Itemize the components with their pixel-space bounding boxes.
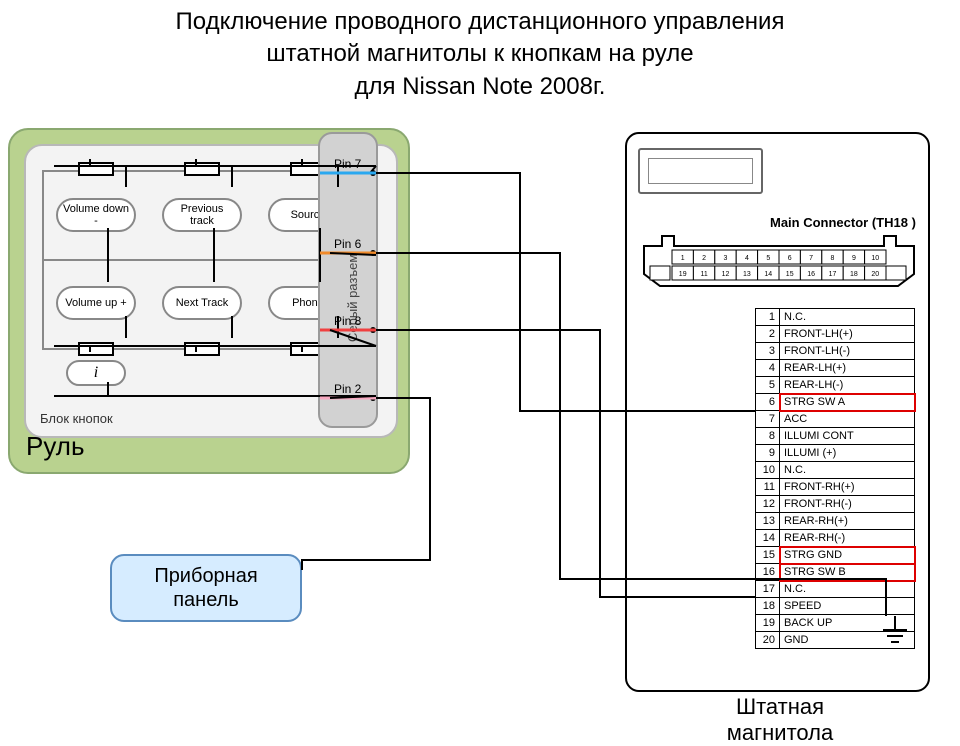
pinout-row: 15STRG GND xyxy=(756,547,915,564)
button-previous-track: Previous track xyxy=(162,198,242,232)
head-unit-label-text: Штатная магнитола xyxy=(727,694,833,745)
svg-text:19: 19 xyxy=(679,271,687,278)
svg-text:1: 1 xyxy=(681,255,685,262)
pinout-row: 2FRONT-LH(+) xyxy=(756,326,915,343)
pin2-label: Pin 2 xyxy=(334,382,361,396)
title-line-3: для Nissan Note 2008г. xyxy=(355,73,606,100)
resistor xyxy=(78,342,114,356)
pinout-row: 3FRONT-LH(-) xyxy=(756,343,915,360)
dashboard-label: Приборная панель xyxy=(154,564,257,612)
pinout-row: 7ACC xyxy=(756,411,915,428)
svg-text:18: 18 xyxy=(850,271,858,278)
resistor xyxy=(78,162,114,176)
svg-text:9: 9 xyxy=(852,255,856,262)
pinout-table: 1N.C.2FRONT-LH(+)3FRONT-LH(-)4REAR-LH(+)… xyxy=(755,308,915,649)
pinout-row: 18SPEED xyxy=(756,598,915,615)
svg-text:10: 10 xyxy=(871,255,879,262)
svg-text:6: 6 xyxy=(788,255,792,262)
svg-text:11: 11 xyxy=(700,271,707,278)
svg-text:4: 4 xyxy=(745,255,749,262)
pinout-row: 9ILLUMI (+) xyxy=(756,445,915,462)
pin8-label: Pin 8 xyxy=(334,314,361,328)
svg-text:2: 2 xyxy=(702,255,706,262)
svg-text:15: 15 xyxy=(786,271,794,278)
svg-text:20: 20 xyxy=(871,271,879,278)
head-unit-label: Штатная магнитола xyxy=(690,694,870,746)
dashboard-panel: Приборная панель xyxy=(110,554,302,622)
button-info: i xyxy=(66,360,126,386)
pin6-label: Pin 6 xyxy=(334,237,361,251)
pinout-row: 16STRG SW B xyxy=(756,564,915,581)
resistor xyxy=(184,342,220,356)
diagram-title: Подключение проводного дистанционного уп… xyxy=(0,0,960,103)
pinout-row: 1N.C. xyxy=(756,309,915,326)
th18-connector-drawing: 1 19 2 11 3 12 4 13 5 14 6 15 7 16 8 17 9 18 10 20 xyxy=(640,234,918,288)
svg-text:8: 8 xyxy=(831,255,835,262)
resistor xyxy=(184,162,220,176)
svg-text:16: 16 xyxy=(807,271,815,278)
steering-wheel-label: Руль xyxy=(26,431,85,462)
pin7-dot xyxy=(370,170,376,176)
pin8-dot xyxy=(370,327,376,333)
svg-text:17: 17 xyxy=(829,271,837,278)
svg-text:12: 12 xyxy=(722,271,730,278)
pinout-row: 17N.C. xyxy=(756,581,915,598)
pinout-row: 8ILLUMI CONT xyxy=(756,428,915,445)
pin6-dot xyxy=(370,250,376,256)
pinout-row: 6STRG SW A xyxy=(756,394,915,411)
pinout-row: 10N.C. xyxy=(756,462,915,479)
button-block-label: Блок кнопок xyxy=(40,411,113,426)
svg-text:7: 7 xyxy=(809,255,813,262)
pin2-dot xyxy=(370,395,376,401)
svg-text:3: 3 xyxy=(724,255,728,262)
svg-text:5: 5 xyxy=(766,255,770,262)
button-next-track: Next Track xyxy=(162,286,242,320)
svg-text:13: 13 xyxy=(743,271,751,278)
pinout-row: 14REAR-RH(-) xyxy=(756,530,915,547)
pinout-row: 11FRONT-RH(+) xyxy=(756,479,915,496)
pinout-row: 4REAR-LH(+) xyxy=(756,360,915,377)
small-connector-drawing xyxy=(638,148,763,194)
button-volume-up: Volume up + xyxy=(56,286,136,320)
main-connector-label: Main Connector (TH18 ) xyxy=(770,215,916,230)
title-line-1: Подключение проводного дистанционного уп… xyxy=(176,8,785,35)
svg-text:14: 14 xyxy=(764,271,772,278)
pinout-row: 12FRONT-RH(-) xyxy=(756,496,915,513)
pin7-label: Pin 7 xyxy=(334,157,361,171)
pinout-row: 5REAR-LH(-) xyxy=(756,377,915,394)
ground-symbol xyxy=(880,616,910,656)
pinout-row: 13REAR-RH(+) xyxy=(756,513,915,530)
button-volume-down: Volume down - xyxy=(56,198,136,232)
connector-midline xyxy=(42,259,364,261)
grey-connector-label: Серый разъем xyxy=(345,254,360,342)
title-line-2: штатной магнитолы к кнопкам на руле xyxy=(266,40,693,67)
